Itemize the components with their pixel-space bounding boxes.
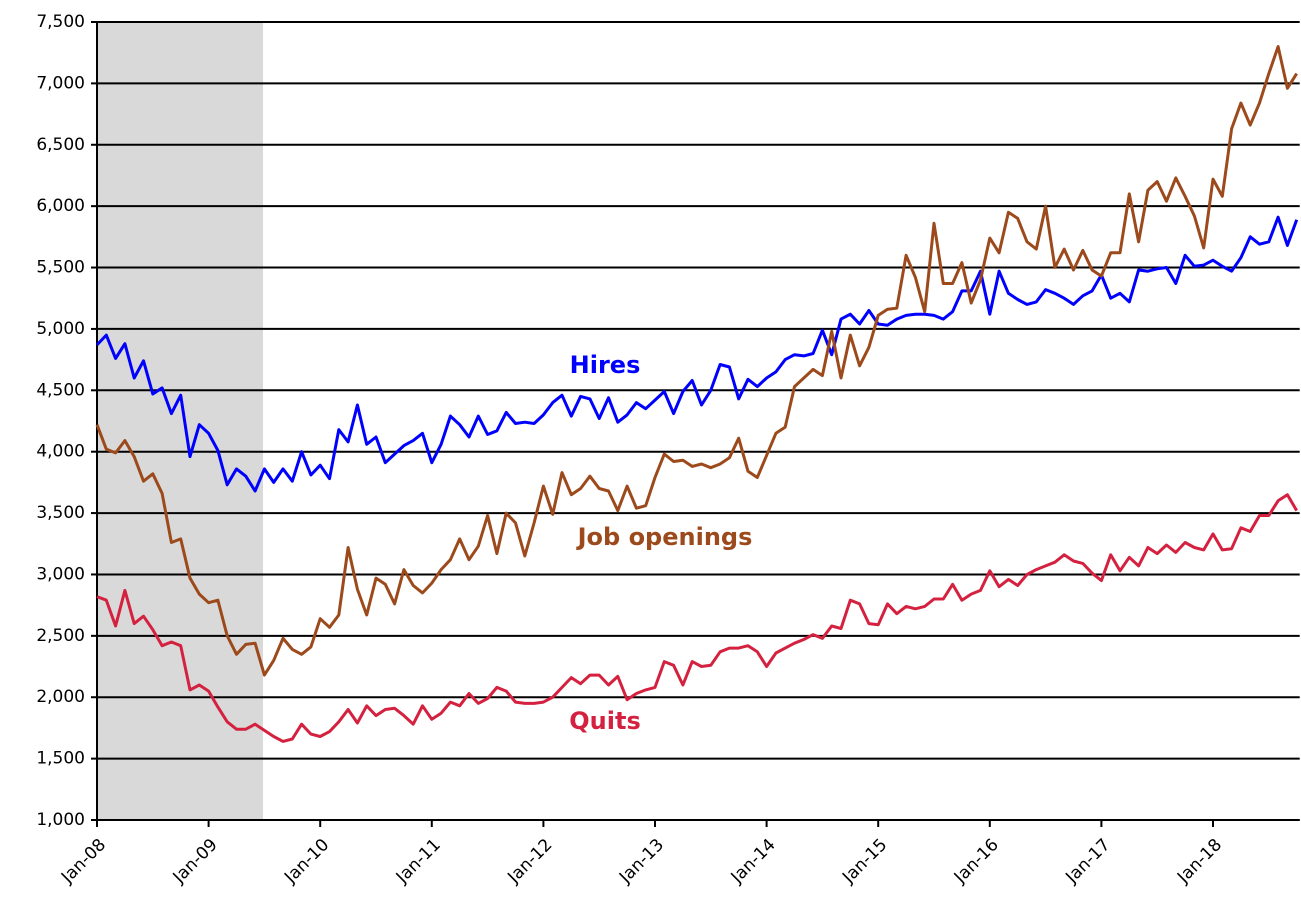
x-tick-label: Jan-16 [950,835,1003,888]
y-tick-label: 6,000 [36,196,85,216]
y-tick-label: 1,000 [36,810,85,830]
series-label: Hires [570,351,641,379]
x-tick-label: Jan-12 [503,835,556,888]
x-tick-label: Jan-13 [615,835,668,888]
recession-shading [97,22,263,820]
y-tick-label: 7,000 [36,73,85,93]
y-tick-label: 5,000 [36,319,85,339]
series-line [96,493,1298,743]
x-tick-label: Jan-15 [838,835,891,888]
y-tick-label: 5,500 [36,258,85,278]
x-tick-label: Jan-08 [57,835,110,888]
series-label: Job openings [576,523,753,551]
y-tick-label: 7,500 [36,12,85,32]
x-tick-label: Jan-09 [169,835,222,888]
series-label: Quits [569,707,640,735]
x-tick-label: Jan-17 [1061,835,1114,888]
series-line [95,215,1299,493]
y-tick-label: 6,500 [36,135,85,155]
y-tick-label: 4,000 [36,442,85,462]
y-tick-label: 1,500 [36,749,85,769]
x-tick-label: Jan-18 [1173,835,1226,888]
y-tick-label: 4,500 [36,380,85,400]
y-tick-label: 2,000 [36,687,85,707]
x-tick-label: Jan-10 [280,835,333,888]
series-line [95,45,1298,677]
y-tick-label: 3,000 [36,564,85,584]
y-tick-label: 2,500 [36,626,85,646]
x-tick-label: Jan-14 [727,835,780,888]
y-tick-label: 3,500 [36,503,85,523]
x-tick-label: Jan-11 [392,835,445,888]
